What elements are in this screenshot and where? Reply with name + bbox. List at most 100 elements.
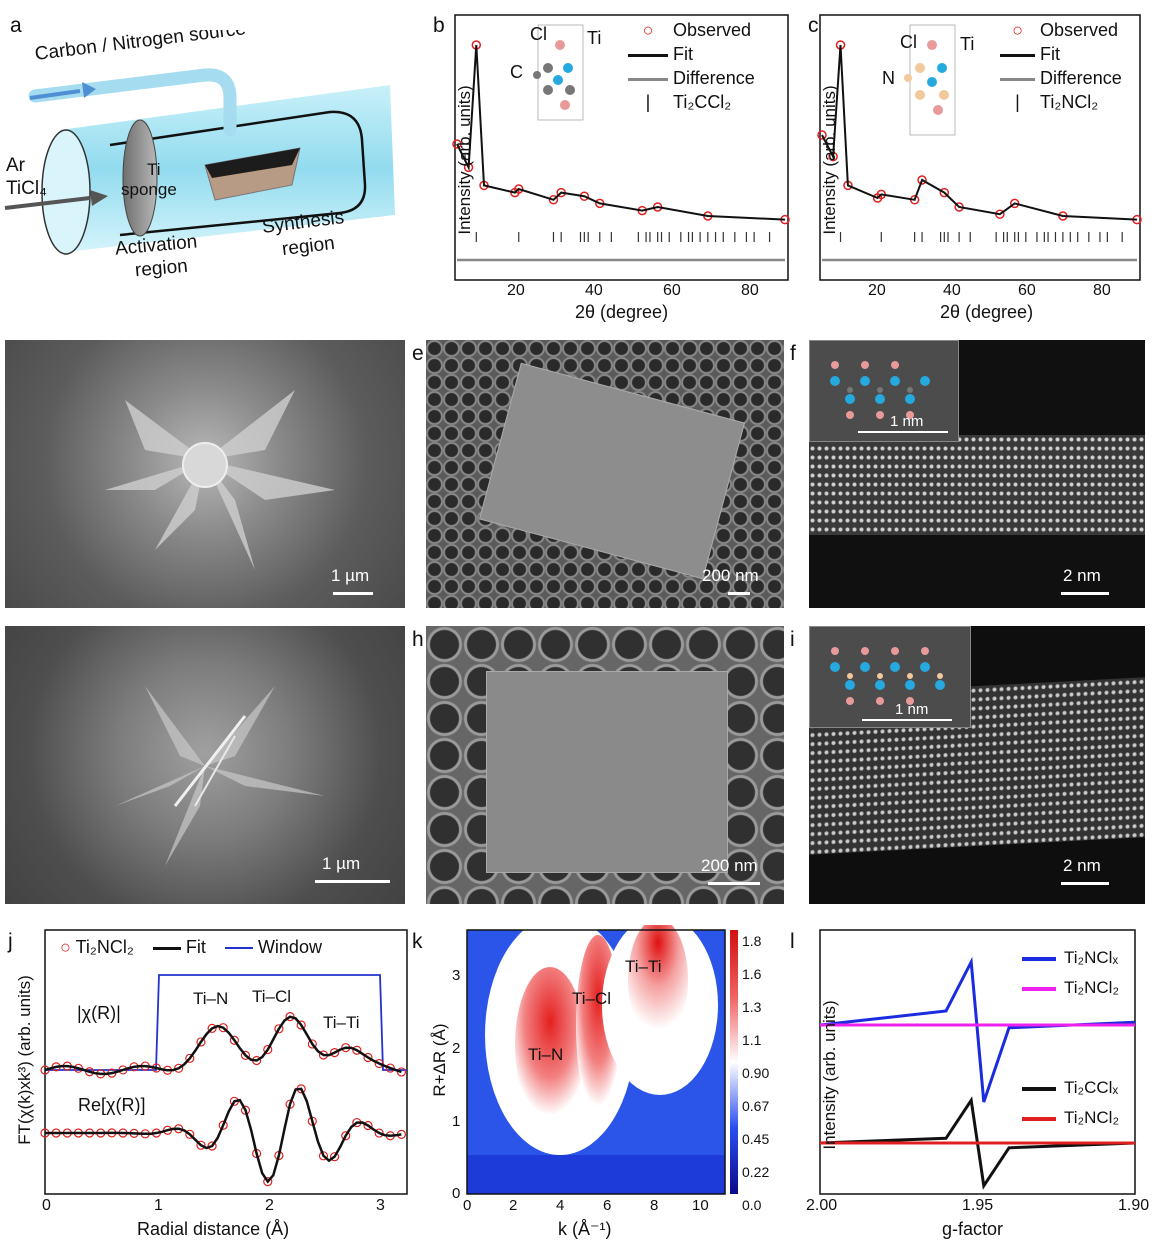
legend-fit: Fit [185, 937, 206, 957]
atom-inset: 1 nm [809, 626, 971, 728]
carbon-arrow [29, 89, 81, 100]
ar-label: Ar [6, 155, 25, 176]
observed-point [1009, 198, 1020, 209]
plot-frame [819, 929, 1136, 1195]
legend-marker-fit [152, 946, 181, 950]
x-tick-0: 0 [463, 1197, 472, 1214]
chi-real-point [374, 1128, 384, 1138]
x-tick-1: 1 [154, 1197, 163, 1214]
legend-ti2nclx: Ti₂NClₓ [1022, 943, 1119, 973]
panel-label-c: c [808, 14, 819, 37]
chi-real-point [207, 1141, 217, 1151]
activation-label-2: region [134, 255, 189, 282]
cbar-tick: 0.22 [742, 1164, 770, 1180]
panel-label-h: h [412, 628, 424, 651]
panel-label-l: l [790, 930, 795, 953]
x-axis-label: 2θ (degree) [940, 302, 1034, 322]
scale-text: 1 µm [322, 854, 361, 873]
xrd-chart-c [817, 14, 1142, 281]
lobe-ti-n [515, 967, 585, 1123]
ar-arrow [4, 196, 91, 210]
crystal-inset [904, 24, 956, 136]
sem-image-e: 200 nm [426, 340, 784, 608]
scale-bar [1061, 882, 1109, 885]
colorbar [730, 930, 738, 1194]
legend-fit: Fit [623, 42, 755, 66]
crystal-label-n: N [882, 68, 895, 88]
panel-label-e: e [412, 342, 424, 365]
stem-image-f: 1 nm 2 nm [809, 340, 1145, 608]
observed-point [548, 195, 559, 205]
epr-legend-top: Ti₂NClₓ Ti₂NCl₂ [1022, 943, 1119, 1003]
crystal-inset [533, 24, 584, 121]
cbar-tick: 0.45 [742, 1131, 770, 1147]
label-ti-ti: Ti–Ti [323, 1013, 360, 1032]
chi-real-point [218, 1120, 228, 1130]
chi-real-point [263, 1177, 273, 1187]
observed-point [939, 187, 950, 198]
legend-observed: ○ Observed [1012, 20, 1119, 40]
chi-mag-point [185, 1053, 195, 1063]
epr-chart [819, 929, 1136, 1195]
x-tick-1.95: 1.95 [962, 1197, 994, 1214]
panel-label-i: i [790, 628, 795, 651]
observed-point [513, 184, 524, 194]
flake [478, 362, 746, 580]
lobe-ti-ti [628, 925, 688, 1042]
legend-phase: | Ti₂NCl₂ [1015, 92, 1099, 112]
label-chi-magnitude: |χ(R)| [77, 1003, 121, 1023]
cbar-tick: 1.6 [742, 966, 762, 982]
ar-arrow-head [90, 190, 108, 206]
x-tick-2: 2 [509, 1197, 518, 1214]
wavelet-chart [466, 925, 738, 1195]
scale-text: 2 nm [1063, 856, 1101, 875]
atom-inset: 1 nm [809, 340, 959, 442]
powder [205, 148, 300, 178]
legend-phase: | Ti₂CCl₂ [645, 92, 732, 112]
x-tick-8: 8 [650, 1197, 659, 1214]
inner-chamber [109, 110, 367, 237]
x-tick-2.00: 2.00 [806, 1197, 838, 1214]
label-ti-cl: Ti–Cl [252, 987, 292, 1006]
x-tick-0: 0 [42, 1197, 51, 1214]
chi-mag-point [330, 1048, 340, 1058]
scale-bar [708, 882, 760, 885]
panel-label-k: k [412, 930, 423, 953]
xrd-b-legend: ○ Observed Fit Difference | Ti₂CCl₂ [623, 18, 755, 114]
flower-shape [105, 390, 335, 570]
lattice [809, 435, 1145, 535]
label-ti-n: Ti–N [528, 1045, 564, 1064]
x-tick-80: 80 [1093, 282, 1111, 299]
wavelet-panel-k: Ti–N Ti–Cl Ti–Ti R+ΔR (Å) k (Å⁻¹) 0 2 4 … [420, 925, 788, 1245]
chi-mag-point [374, 1058, 384, 1069]
fit-line [821, 44, 1138, 221]
legend-ti2cclx: Ti₂CClₓ [1022, 1073, 1119, 1103]
y-axis-label: FT(χ(k)xk³) (arb. units) [15, 975, 34, 1145]
legend-ti2ncl2-magenta: Ti₂NCl₂ [1022, 973, 1119, 1003]
panel-label-b: b [433, 14, 445, 37]
inset-scale-text: 1 nm [895, 701, 929, 718]
plot-frame [44, 929, 408, 1195]
chi-mag-point [396, 1067, 407, 1077]
scale-bar [1061, 592, 1109, 595]
x-tick-80: 80 [741, 282, 759, 299]
gas-inlet-pipe [28, 68, 237, 137]
scale-text: 200 nm [701, 856, 758, 875]
panel-label-j: j [8, 930, 13, 953]
crystal-label-cl: Cl [530, 24, 547, 44]
chi-mag-point [296, 1020, 306, 1030]
legend-fit: Fit [995, 42, 1122, 66]
y-axis-label: Intensity (arb. units) [820, 85, 839, 235]
y-tick-2: 2 [452, 1040, 461, 1057]
chi-mag-point [263, 1044, 273, 1055]
x-tick-60: 60 [663, 282, 681, 299]
cbar-tick: 0.90 [742, 1065, 770, 1081]
heatmap-base [467, 1155, 725, 1194]
chi-real-point [341, 1131, 351, 1141]
x-tick-2: 2 [265, 1197, 274, 1214]
chi-mag-point [240, 1050, 251, 1060]
colorbar-ticks: 1.8 1.6 1.3 1.1 0.90 0.67 0.45 0.22 0.0 [742, 925, 769, 1222]
sem-image-d: 1 µm [5, 340, 405, 608]
ti-sponge [122, 119, 158, 237]
x-axis-label: g-factor [942, 1219, 1004, 1239]
